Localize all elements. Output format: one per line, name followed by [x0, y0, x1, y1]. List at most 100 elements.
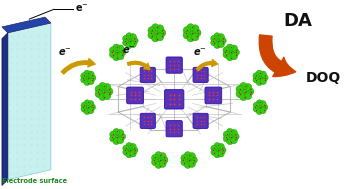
FancyBboxPatch shape	[140, 113, 155, 129]
Circle shape	[109, 51, 116, 58]
Circle shape	[152, 34, 159, 42]
Circle shape	[152, 159, 159, 166]
Circle shape	[223, 47, 230, 54]
Circle shape	[113, 54, 120, 61]
Circle shape	[223, 51, 230, 58]
FancyBboxPatch shape	[164, 90, 184, 109]
Circle shape	[183, 155, 194, 166]
Circle shape	[236, 90, 244, 98]
Circle shape	[84, 108, 90, 115]
Circle shape	[83, 73, 93, 83]
Circle shape	[122, 35, 129, 42]
Circle shape	[181, 154, 188, 161]
Circle shape	[117, 137, 124, 144]
Circle shape	[126, 42, 132, 49]
Circle shape	[214, 143, 220, 149]
Circle shape	[223, 131, 230, 138]
Circle shape	[130, 41, 136, 48]
Circle shape	[103, 84, 111, 91]
Circle shape	[119, 49, 126, 56]
Circle shape	[255, 102, 265, 112]
Circle shape	[125, 36, 135, 46]
Circle shape	[81, 73, 87, 79]
Circle shape	[231, 129, 237, 136]
Circle shape	[84, 70, 90, 77]
Circle shape	[81, 77, 87, 83]
FancyBboxPatch shape	[193, 113, 208, 129]
Circle shape	[119, 133, 126, 140]
Circle shape	[188, 160, 195, 167]
Circle shape	[253, 106, 259, 112]
Circle shape	[159, 153, 166, 160]
Circle shape	[218, 151, 224, 157]
FancyBboxPatch shape	[166, 121, 182, 137]
Circle shape	[192, 33, 199, 41]
Circle shape	[232, 133, 239, 140]
Circle shape	[187, 24, 194, 31]
Text: e$^{-}$: e$^{-}$	[58, 47, 71, 58]
Circle shape	[81, 106, 87, 112]
Circle shape	[218, 41, 225, 48]
Circle shape	[214, 42, 220, 49]
Circle shape	[236, 85, 244, 93]
Circle shape	[186, 27, 198, 39]
Circle shape	[155, 161, 162, 168]
Circle shape	[99, 82, 106, 90]
Circle shape	[112, 47, 123, 58]
Circle shape	[226, 131, 236, 142]
Circle shape	[218, 34, 225, 40]
Circle shape	[88, 71, 94, 77]
Circle shape	[110, 135, 116, 142]
Circle shape	[183, 27, 191, 34]
Circle shape	[126, 152, 132, 158]
Text: e$^{-}$: e$^{-}$	[75, 3, 89, 14]
Circle shape	[125, 145, 135, 155]
Circle shape	[214, 33, 220, 39]
Circle shape	[181, 159, 188, 166]
Circle shape	[260, 108, 266, 114]
Circle shape	[112, 131, 123, 142]
Circle shape	[126, 33, 132, 39]
Circle shape	[188, 153, 195, 160]
Circle shape	[220, 147, 226, 153]
Circle shape	[148, 31, 155, 39]
FancyBboxPatch shape	[127, 87, 143, 104]
Circle shape	[231, 45, 238, 52]
Circle shape	[159, 160, 166, 167]
Circle shape	[130, 34, 136, 40]
Circle shape	[110, 131, 116, 138]
Circle shape	[187, 34, 194, 42]
Circle shape	[240, 93, 247, 101]
Text: DOQ: DOQ	[305, 71, 340, 85]
Circle shape	[130, 143, 136, 150]
Circle shape	[211, 145, 217, 151]
Circle shape	[88, 108, 94, 114]
Circle shape	[113, 129, 120, 135]
Circle shape	[253, 102, 259, 108]
FancyArrowPatch shape	[259, 35, 296, 77]
Text: e$^{-}$: e$^{-}$	[193, 47, 206, 58]
Circle shape	[154, 155, 165, 166]
Circle shape	[183, 31, 191, 39]
Circle shape	[90, 104, 95, 110]
Circle shape	[95, 85, 103, 93]
Circle shape	[260, 71, 266, 77]
Circle shape	[90, 75, 96, 81]
Circle shape	[240, 82, 247, 90]
Circle shape	[151, 27, 162, 39]
FancyBboxPatch shape	[193, 67, 208, 82]
Circle shape	[246, 88, 254, 95]
Circle shape	[256, 79, 262, 85]
Circle shape	[117, 53, 124, 60]
Circle shape	[226, 47, 236, 58]
Circle shape	[152, 24, 159, 31]
Circle shape	[213, 145, 223, 155]
Circle shape	[105, 88, 113, 95]
Circle shape	[84, 79, 90, 85]
Circle shape	[98, 86, 110, 98]
Circle shape	[211, 35, 217, 42]
Circle shape	[223, 135, 230, 142]
Circle shape	[260, 101, 266, 107]
Circle shape	[226, 54, 233, 61]
Circle shape	[253, 77, 259, 83]
